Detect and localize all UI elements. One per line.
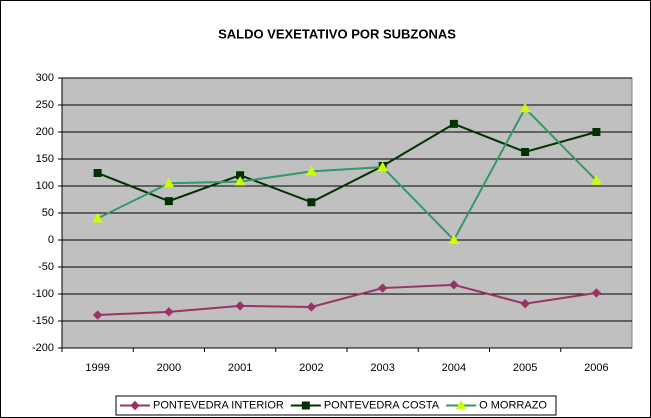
data-point — [163, 177, 175, 188]
x-tick-label: 1999 — [85, 362, 109, 374]
y-tick-label: 0 — [48, 234, 54, 246]
data-point — [521, 147, 530, 156]
x-tick-label: 2004 — [442, 362, 466, 374]
x-tick-label: 2005 — [513, 362, 537, 374]
y-tick-label: -50 — [38, 261, 54, 273]
x-tick-label: 2000 — [157, 362, 181, 374]
data-point — [377, 283, 388, 293]
data-point — [92, 310, 103, 320]
chart-title: SALDO VEXETATIVO POR SUBZONAS — [218, 26, 456, 41]
data-point — [449, 280, 459, 290]
legend-box — [115, 395, 557, 416]
x-tick-label: 2006 — [584, 362, 608, 374]
data-point — [236, 171, 245, 180]
legend-marker — [130, 400, 140, 411]
data-point — [592, 128, 601, 136]
y-tick-label: 100 — [36, 180, 54, 192]
y-tick-label: 200 — [36, 126, 54, 138]
y-tick-label: -200 — [32, 342, 54, 354]
data-point — [591, 175, 602, 185]
legend-marker — [301, 401, 310, 410]
y-tick-label: 150 — [36, 153, 54, 165]
data-point — [164, 197, 173, 206]
legend-marker — [455, 399, 467, 410]
data-point — [307, 198, 316, 207]
data-point — [306, 165, 317, 176]
data-point — [519, 102, 531, 113]
y-tick-label: 300 — [36, 72, 54, 84]
legend-label: PONTEVEDRA INTERIOR — [153, 399, 284, 411]
legend: PONTEVEDRA INTERIOR PONTEVEDRA COSTA O MOR… — [115, 395, 557, 416]
x-tick-label: 2001 — [228, 362, 252, 374]
data-point — [164, 307, 174, 317]
legend-label: PONTEVEDRA COSTA — [324, 399, 440, 411]
series-line — [97, 283, 597, 317]
series-line — [97, 122, 597, 204]
data-point — [93, 169, 102, 178]
data-point — [449, 119, 458, 128]
data-point — [591, 288, 602, 298]
data-point — [235, 301, 245, 311]
data-point — [306, 302, 317, 312]
x-tick-label: 2003 — [370, 362, 394, 374]
legend-label: O MORRAZO — [479, 399, 547, 411]
data-point — [520, 299, 530, 309]
y-tick-label: 250 — [36, 99, 54, 111]
series-line — [97, 106, 598, 242]
y-tick-label: -150 — [32, 315, 54, 327]
data-point — [92, 212, 103, 223]
y-tick-label: 50 — [42, 207, 54, 219]
data-point — [234, 176, 246, 186]
x-tick-label: 2002 — [299, 362, 323, 374]
y-tick-label: -100 — [32, 288, 54, 300]
data-point — [377, 161, 388, 172]
data-point — [448, 234, 460, 244]
